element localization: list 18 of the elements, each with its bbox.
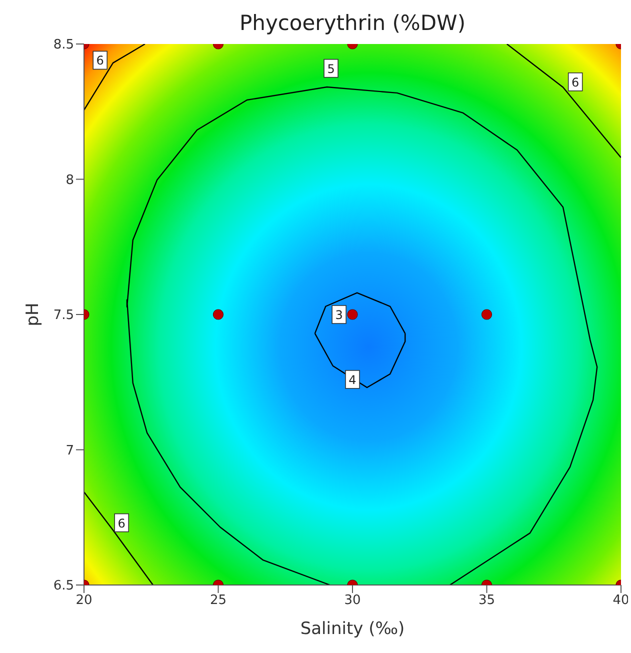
annotation: 5: [327, 62, 335, 76]
annotation: 6: [118, 516, 126, 530]
y-tick-label: 7.5: [53, 308, 74, 324]
chart-title: Phycoerythrin (%DW): [238, 10, 467, 37]
x-tick-label: 30: [344, 593, 361, 608]
y-tick-label: 8.5: [53, 38, 74, 53]
x-tick-label: 35: [478, 593, 496, 608]
x-axis-title: Salinity (‰): [300, 619, 405, 639]
y-axis-title: pH: [23, 302, 44, 326]
y-tick-label: 7: [66, 443, 74, 458]
y-tick-label: 8: [66, 172, 74, 188]
annotation: 3: [335, 308, 343, 322]
annotation: 6: [572, 75, 580, 90]
annotation: 4: [348, 372, 356, 387]
x-tick-label: 25: [210, 593, 227, 608]
y-tick-label: 6.5: [53, 578, 74, 594]
annotation: 6: [96, 54, 104, 68]
x-tick-label: 20: [76, 593, 92, 608]
